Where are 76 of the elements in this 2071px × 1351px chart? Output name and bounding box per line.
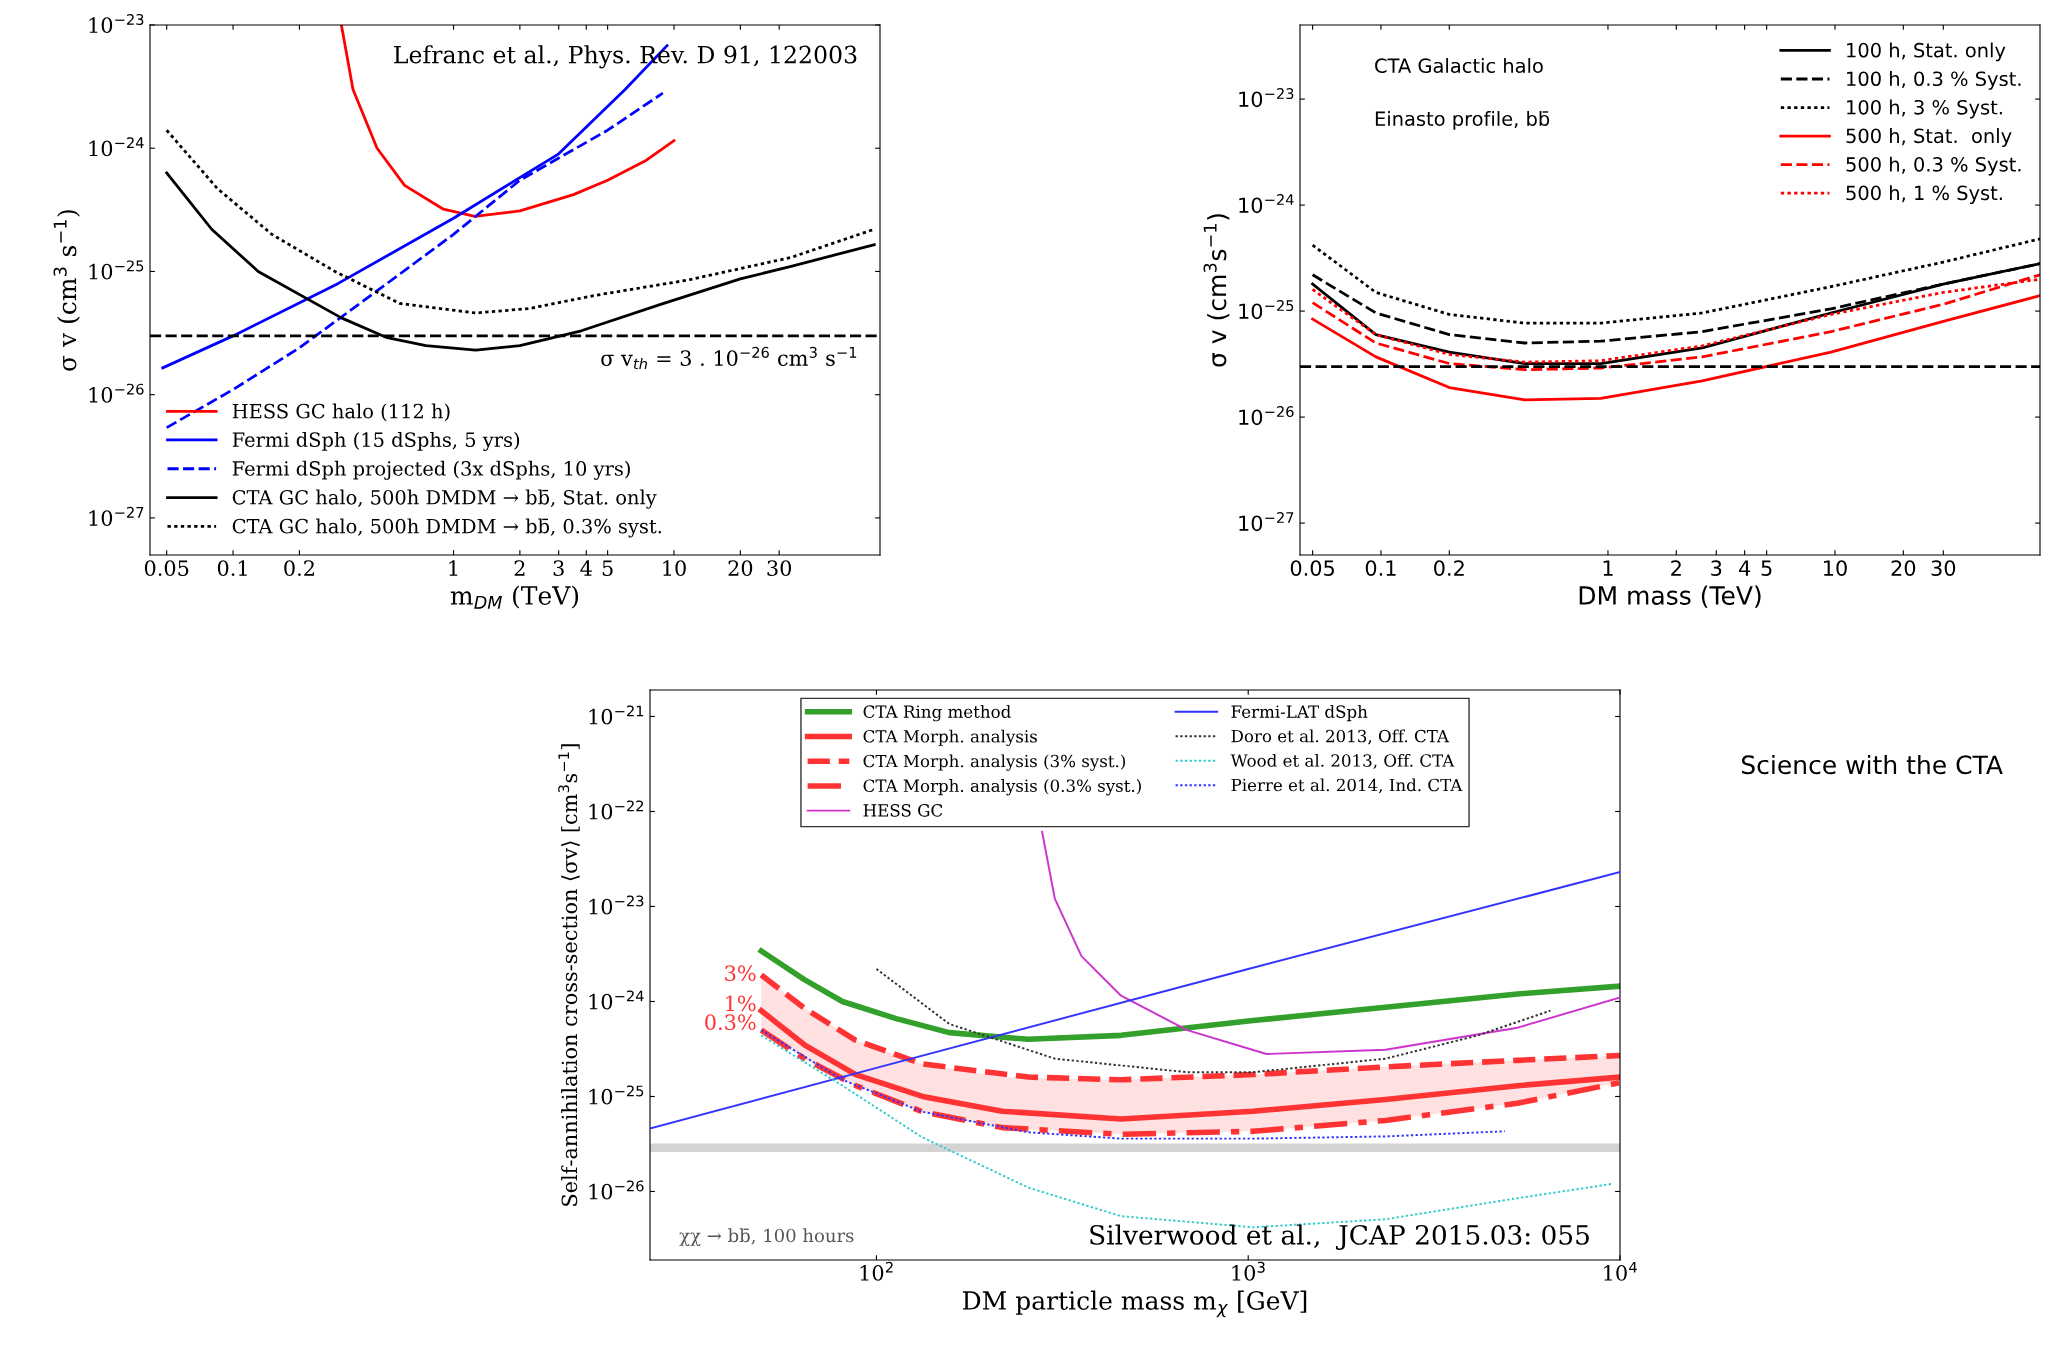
y-axis-title: Self-annihilation cross-section ⟨σv⟩ [cm$^{3}$s$^{−1}$] <box>558 744 580 1206</box>
x-tick-label: 0.2 <box>1434 560 1464 576</box>
legend-label: Fermi dSph (15 dSphs, 5 yrs) <box>232 431 520 452</box>
legend-label: Fermi dSph projected (3x dSphs, 10 yrs) <box>232 460 630 480</box>
y-tick-label: 10$^{−25}$ <box>589 1085 644 1105</box>
x-axis-title: DM particle mass m$_{χ}$ [GeV] <box>963 1290 1307 1318</box>
y-tick-label: 10$^{−24}$ <box>589 990 644 1010</box>
annotation: σ v$_{th}$ = 3 . 10$^{−26}$ cm$^{3}$ s$^{−1}$ <box>601 346 857 370</box>
annotation: 3% <box>725 965 756 982</box>
legend-label: Wood et al. 2013, Off. CTA <box>1230 753 1455 769</box>
x-tick-label: 20 <box>728 560 753 576</box>
legend-label: CTA Morph. analysis <box>863 729 1037 747</box>
x-tick-label: 4 <box>1739 560 1751 576</box>
legend-label: 100 h, 0.3 % Syst. <box>1847 71 2021 90</box>
legend-label: Fermi-LAT dSph <box>1231 705 1368 722</box>
legend-label: 100 h, 3 % Syst. <box>1847 99 2002 119</box>
x-tick-label: 2 <box>1671 560 1681 576</box>
x-tick-label: 1 <box>1603 560 1613 576</box>
x-tick-label: 30 <box>767 560 792 576</box>
x-tick-label: 4 <box>580 560 592 576</box>
text: Science with the CTA <box>1741 754 2003 775</box>
x-tick-label: 0.05 <box>144 560 189 576</box>
x-tick-label: 10$^{2}$ <box>860 1261 893 1281</box>
y-tick-label: 10$^{−22}$ <box>589 800 644 820</box>
x-tick-label: 0.1 <box>1365 560 1396 576</box>
x-tick-label: 3 <box>553 560 564 576</box>
y-tick-label: 10$^{−23}$ <box>89 13 144 34</box>
legend-label: 500 h, Stat. only <box>1846 128 2012 147</box>
x-tick-label: 3 <box>1711 560 1722 576</box>
x-tick-label: 10$^{4}$ <box>1604 1261 1637 1281</box>
annotation: Einasto profile, bb̄ <box>1375 110 1550 130</box>
legend-label: 500 h, 0.3 % Syst. <box>1846 156 2021 176</box>
x-tick-label: 10 <box>1824 560 1847 576</box>
x-tick-label: 0.05 <box>1290 560 1334 576</box>
x-tick-label: 1 <box>449 560 458 576</box>
x-tick-label: 0.1 <box>217 560 247 576</box>
x-axis-title: m$_{DM}$ (TeV) <box>450 585 579 609</box>
y-tick-label: 10$^{−24}$ <box>1239 194 1294 214</box>
y-tick-label: 10$^{−26}$ <box>89 383 144 403</box>
legend-label: CTA GC halo, 500h DMDM → bb̄, 0.3% syst. <box>232 518 662 538</box>
y-tick-label: 10$^{−26}$ <box>589 1180 644 1200</box>
y-tick-label: 10$^{−23}$ <box>1239 88 1294 108</box>
x-tick-label: 2 <box>514 560 525 576</box>
y-tick-label: 10$^{−23}$ <box>589 895 644 915</box>
y-tick-label: 10$^{−26}$ <box>1239 406 1294 426</box>
x-tick-label: 5 <box>1761 560 1772 576</box>
annotation: CTA Galactic halo <box>1375 57 1543 74</box>
x-tick-label: 10$^{3}$ <box>1232 1261 1265 1281</box>
legend-label: HESS GC halo (112 h) <box>232 403 450 422</box>
y-tick-label: 10$^{−27}$ <box>1239 512 1294 532</box>
legend-label: CTA Ring method <box>863 705 1011 722</box>
annotation: χχ → bb̄, 100 hours <box>679 1228 854 1247</box>
legend-label: 500 h, 1 % Syst. <box>1846 185 2002 205</box>
legend-label: Doro et al. 2013, Off. CTA <box>1231 729 1450 745</box>
annotation: Silverwood et al., JCAP 2015.03: 055 <box>1090 1224 1589 1250</box>
y-axis-title: σ v (cm$^{3}$ s$^{−1}$) <box>53 210 80 371</box>
legend-label: CTA Morph. analysis (0.3% syst.) <box>863 779 1141 796</box>
annotation: 0.3% <box>705 1014 756 1031</box>
legend-label: CTA Morph. analysis (3% syst.) <box>863 754 1126 771</box>
x-tick-label: 20 <box>1891 560 1916 576</box>
x-tick-label: 5 <box>602 560 613 576</box>
y-tick-label: 10$^{−25}$ <box>89 260 144 280</box>
x-axis-title: DM mass (TeV) <box>1579 585 1761 608</box>
y-tick-label: 10$^{−25}$ <box>1239 300 1294 320</box>
legend-label: CTA GC halo, 500h DMDM → bb̄, Stat. only <box>232 489 657 509</box>
y-tick-label: 10$^{−24}$ <box>89 137 144 157</box>
x-tick-label: 10 <box>663 560 686 576</box>
x-tick-label: 0.2 <box>284 560 314 576</box>
legend-label: 100 h, Stat. only <box>1847 42 2006 62</box>
x-tick-label: 30 <box>1931 560 1956 576</box>
y-tick-label: 10$^{−27}$ <box>89 506 144 526</box>
annotation: 1% <box>726 995 756 1012</box>
legend-label: HESS GC <box>863 804 943 817</box>
y-tick-label: 10$^{−21}$ <box>589 705 644 725</box>
y-axis-title: σ v (cm$^{3}$s$^{−1}$) <box>1203 214 1230 367</box>
legend-label: Pierre et al. 2014, Ind. CTA <box>1231 778 1463 794</box>
